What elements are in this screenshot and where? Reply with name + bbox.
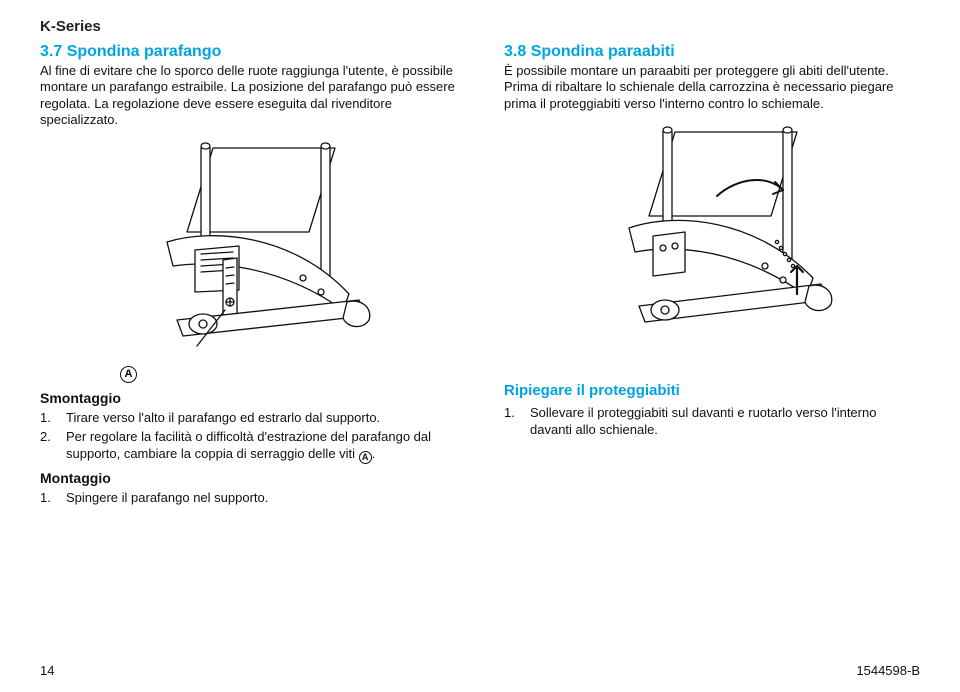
right-column: 3.8 Spondina paraabiti È possibile monta… — [504, 43, 920, 509]
section-3-8-body: È possibile montare un paraabiti per pro… — [504, 63, 920, 112]
section-3-8-heading: 3.8 Spondina paraabiti — [504, 43, 920, 61]
inline-a-icon: A — [359, 451, 372, 464]
step-text: Tirare verso l'alto il parafango ed estr… — [66, 410, 380, 427]
callout-a-label: A — [120, 366, 137, 383]
footer-page-number: 14 — [40, 663, 54, 678]
diagram-3-7 — [40, 142, 456, 362]
montaggio-steps: 1. Spingere il parafango nel supporto. — [40, 490, 456, 507]
ripiegare-heading: Ripiegare il proteggiabiti — [504, 382, 920, 399]
montaggio-heading: Montaggio — [40, 470, 456, 486]
step-text: Sollevare il proteggiabiti sul davanti e… — [530, 405, 920, 439]
step-num: 1. — [40, 410, 56, 427]
smontaggio-steps: 1. Tirare verso l'alto il parafango ed e… — [40, 410, 456, 464]
step-text: Spingere il parafango nel supporto. — [66, 490, 268, 507]
step-num: 1. — [504, 405, 520, 439]
step-text: Per regolare la facilità o difficoltà d'… — [66, 429, 456, 464]
diagram-3-8 — [504, 126, 920, 346]
footer-doc-number: 1544598-B — [856, 663, 920, 678]
smontaggio-heading: Smontaggio — [40, 390, 456, 406]
page-header-series: K-Series — [40, 18, 920, 35]
ripiegare-steps: 1. Sollevare il proteggiabiti sul davant… — [504, 405, 920, 439]
section-3-7-body: Al fine di evitare che lo sporco delle r… — [40, 63, 456, 128]
step-num: 2. — [40, 429, 56, 464]
left-column: 3.7 Spondina parafango Al fine di evitar… — [40, 43, 456, 509]
section-3-7-heading: 3.7 Spondina parafango — [40, 43, 456, 61]
step-num: 1. — [40, 490, 56, 507]
